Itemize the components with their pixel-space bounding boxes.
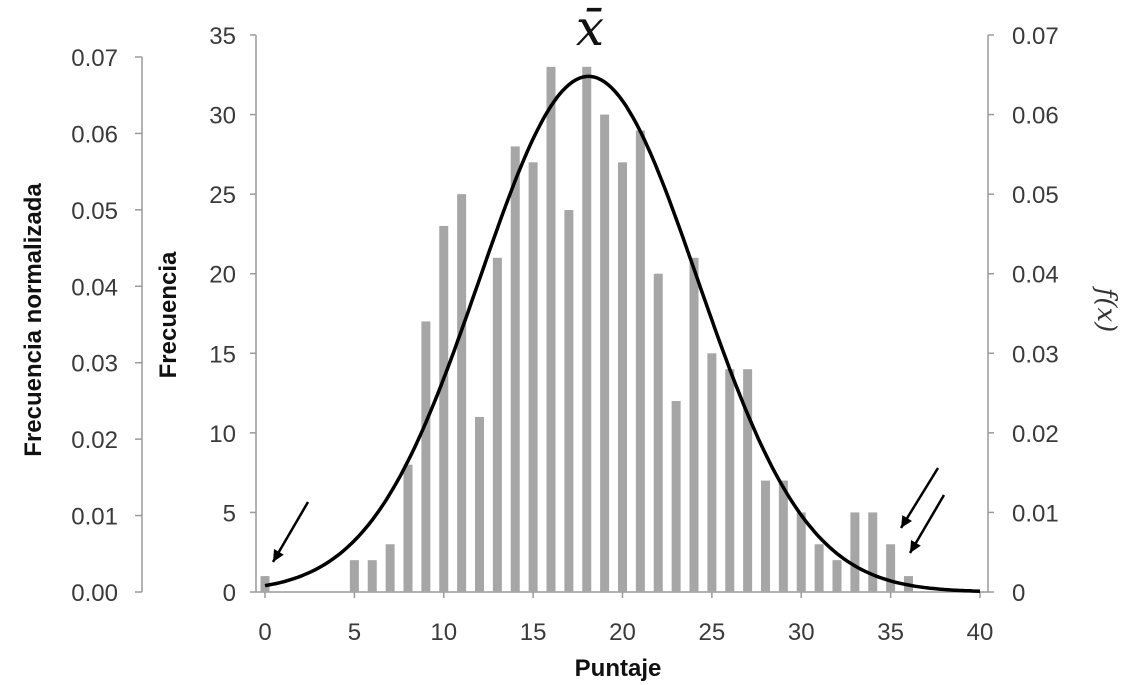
- y-tick-label: 20: [209, 262, 236, 289]
- bar: [439, 225, 449, 592]
- x-tick-label: 0: [258, 619, 271, 646]
- bar: [868, 512, 878, 592]
- bar: [367, 560, 377, 592]
- x-tick-label: 35: [877, 619, 904, 646]
- right-tick-label: 0.07: [1012, 23, 1059, 50]
- bar: [743, 369, 753, 592]
- bar: [564, 210, 574, 593]
- bar: [761, 480, 770, 592]
- bar: [421, 321, 431, 592]
- outer-y-tick-label: 0.07: [71, 45, 118, 72]
- right-axis-title: f(x): [1091, 286, 1121, 333]
- bar: [457, 194, 467, 592]
- x-tick-label: 20: [609, 619, 636, 646]
- arrow-shaft: [899, 467, 940, 529]
- y-tick-label: 25: [209, 182, 236, 209]
- bar: [635, 130, 645, 592]
- bar: [403, 464, 413, 592]
- bar: [689, 257, 699, 592]
- right-tick-label: 0.01: [1012, 500, 1059, 527]
- bar: [814, 544, 824, 592]
- bar: [671, 401, 681, 592]
- right-tick-label: 0: [1012, 580, 1025, 607]
- bar: [653, 273, 663, 592]
- normal-curve: [264, 74, 981, 593]
- arrow-head: [901, 515, 912, 528]
- labels: x̄ Puntaje Frecuencia Frecuencia normali…: [20, 0, 1121, 682]
- right-tick-label: 0.02: [1012, 421, 1059, 448]
- outer-y-tick-label: 0.02: [71, 427, 118, 454]
- bar: [725, 369, 735, 592]
- x-tick-label: 25: [699, 619, 726, 646]
- x-tick-label: 15: [520, 619, 547, 646]
- x-tick-label: 40: [967, 619, 994, 646]
- bar: [796, 512, 806, 592]
- outer-y-tick-label: 0.06: [71, 121, 118, 148]
- x-tick-label: 30: [788, 619, 815, 646]
- x-tick-label: 5: [348, 619, 361, 646]
- arrow-head: [273, 549, 284, 562]
- bar: [475, 416, 484, 592]
- y-tick-label: 0: [223, 580, 236, 607]
- arrow-head: [910, 540, 921, 553]
- curve-layer: [264, 74, 981, 593]
- bar: [582, 66, 592, 593]
- bar: [349, 560, 359, 592]
- bar: [886, 544, 896, 592]
- y-axis-title: Frecuencia: [155, 251, 182, 378]
- y-tick-label: 30: [209, 103, 236, 130]
- mean-annotation: x̄: [576, 0, 604, 57]
- axes: 0 5 10 15 20 25 30 35 0 0.01 0.02 0.03 0.04 0.05 0.06 0…: [71, 23, 1058, 646]
- bars: [260, 66, 913, 593]
- right-tick-label: 0.04: [1012, 262, 1059, 289]
- bar: [707, 353, 717, 592]
- bar: [618, 162, 627, 593]
- x-axis-title: Puntaje: [575, 655, 662, 682]
- bar: [832, 560, 842, 592]
- bar: [850, 512, 860, 592]
- bar: [546, 66, 556, 593]
- outer-y-tick-label: 0.01: [71, 504, 118, 531]
- outer-y-tick-label: 0.04: [71, 274, 118, 301]
- outer-y-tick-label: 0.00: [71, 580, 118, 607]
- bar: [510, 146, 520, 592]
- y-tick-label: 35: [209, 23, 236, 50]
- bar: [528, 162, 538, 593]
- outer-y-axis-title: Frecuencia normalizada: [20, 183, 47, 457]
- right-tick-label: 0.03: [1012, 341, 1059, 368]
- outer-y-tick-label: 0.03: [71, 351, 118, 378]
- bar: [600, 114, 610, 593]
- outer-y-tick-label: 0.05: [71, 198, 118, 225]
- y-tick-label: 10: [209, 421, 236, 448]
- x-tick-label: 10: [430, 619, 457, 646]
- bar: [385, 544, 395, 592]
- bar: [492, 257, 502, 592]
- y-tick-label: 5: [223, 500, 236, 527]
- bar: [778, 480, 788, 592]
- y-tick-label: 15: [209, 341, 236, 368]
- right-tick-label: 0.05: [1012, 182, 1059, 209]
- arrows: [271, 467, 946, 563]
- right-tick-label: 0.06: [1012, 103, 1059, 130]
